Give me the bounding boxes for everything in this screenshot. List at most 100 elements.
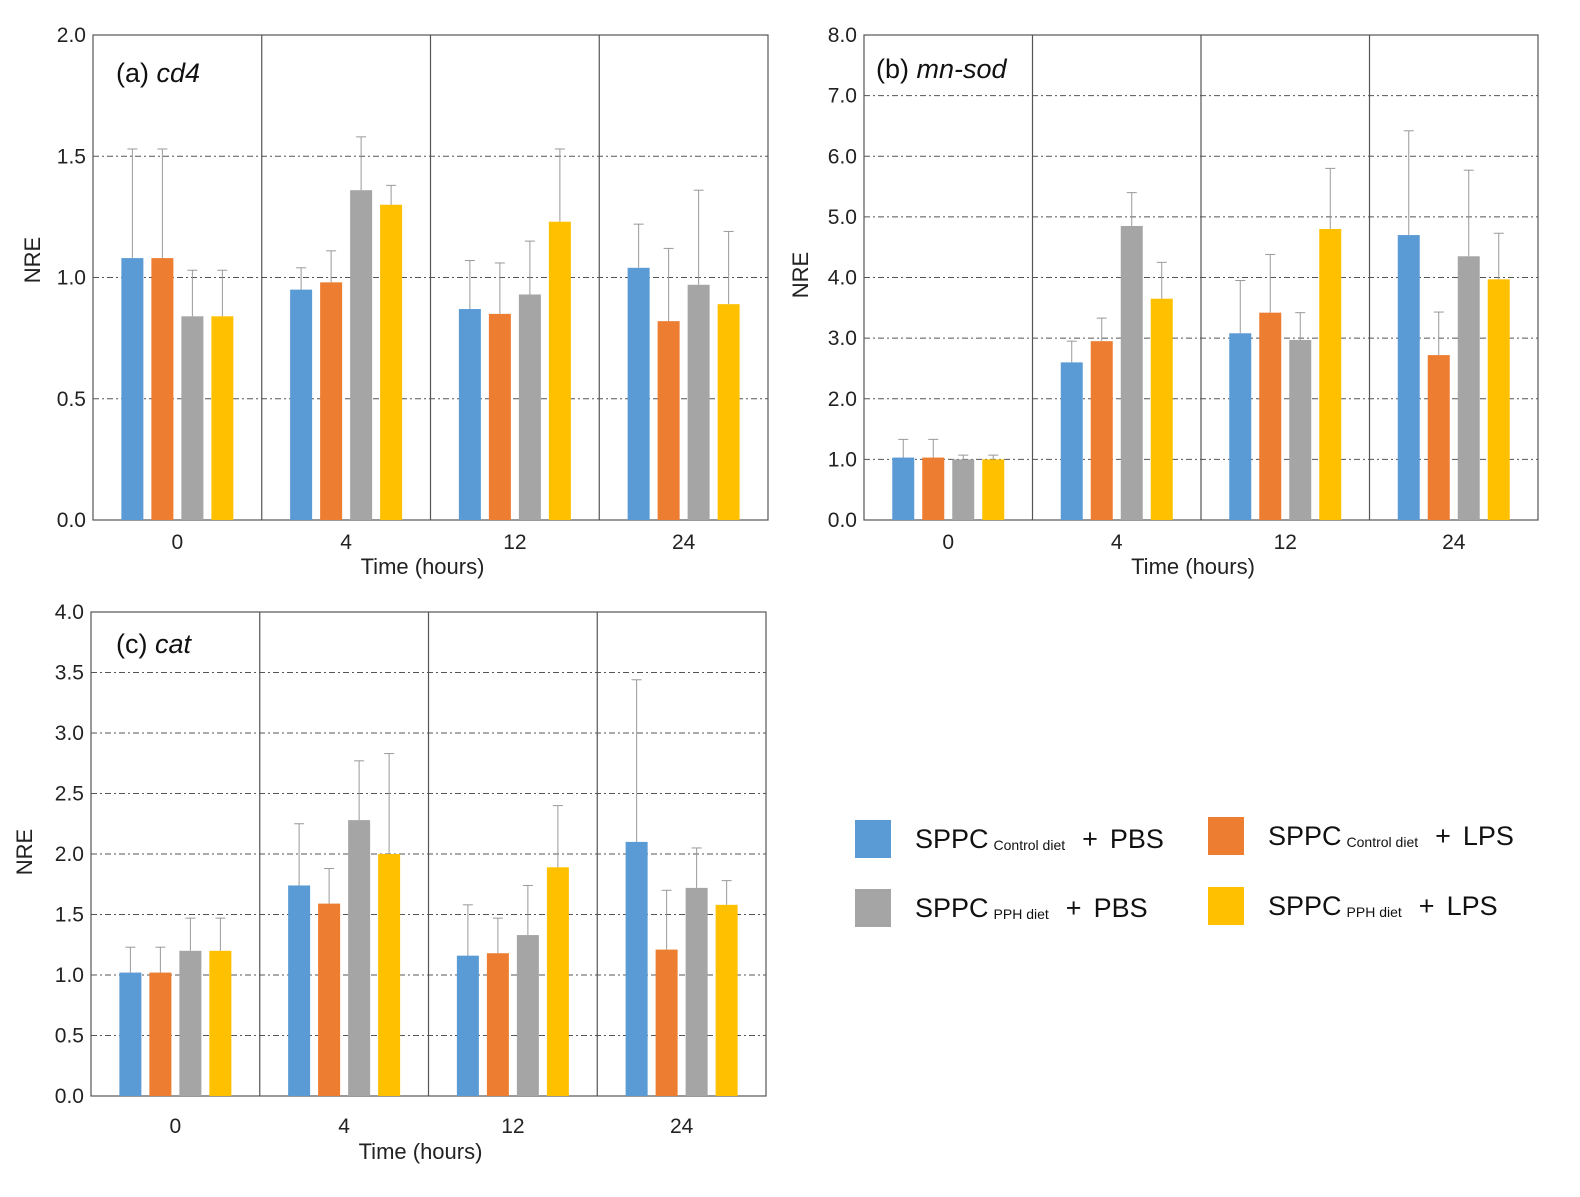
y-tick-label: 1.0 (828, 448, 857, 471)
y-tick-label: 4.0 (55, 601, 84, 624)
x-tick-label: 12 (501, 1115, 524, 1138)
x-tick-label: 4 (338, 1115, 350, 1138)
legend-text-treatment: PBS (1109, 823, 1164, 854)
x-tick-label: 24 (670, 1115, 694, 1138)
bar (211, 316, 234, 520)
x-tick-label: 4 (340, 531, 352, 554)
bar (181, 316, 204, 520)
legend-text-main: SPPC (915, 823, 989, 854)
bar (892, 457, 915, 520)
bar (685, 887, 708, 1096)
x-tick-label: 0 (170, 1115, 182, 1138)
legend-item-pph-pbs: SPPC PPH diet + PBS (855, 889, 1148, 927)
y-tick-label: 4.0 (828, 267, 857, 290)
bar (1487, 279, 1510, 520)
bar (518, 294, 541, 520)
bar (320, 282, 343, 520)
bar (290, 289, 313, 520)
panel-gene: mn-sod (917, 54, 1008, 84)
y-tick-label: 1.0 (55, 964, 84, 987)
y-tick-label: 2.0 (57, 24, 86, 47)
bar (546, 867, 569, 1096)
bar (687, 284, 710, 520)
y-tick-label: 3.0 (828, 327, 857, 350)
legend-item-control-pbs: SPPC Control diet + PBS (855, 820, 1164, 858)
bar (1120, 225, 1143, 520)
y-tick-label: 7.0 (828, 85, 857, 108)
bar (1150, 298, 1173, 520)
bar (1457, 256, 1480, 520)
panel-letter: (c) (116, 629, 155, 659)
legend-text-plus: + (1418, 890, 1435, 921)
x-axis-label: Time (hours) (1131, 554, 1255, 579)
panel-title: (b) mn-sod (876, 54, 1008, 84)
y-tick-label: 0.5 (57, 388, 86, 411)
bar (209, 950, 232, 1096)
y-tick-label: 0.0 (57, 509, 86, 532)
panel-a-cd4: 0.0 0.5 1.0 1.5 2.0 0 4 12 24 Time (hours) NRE (a) … (20, 24, 769, 579)
bar (715, 904, 738, 1096)
bar (378, 854, 401, 1096)
bar (179, 950, 202, 1096)
y-tick-label: 2.0 (55, 843, 84, 866)
x-tick-label: 12 (1274, 531, 1297, 554)
x-tick-label: 24 (1442, 531, 1466, 554)
panel-title: (a) cd4 (116, 58, 200, 88)
y-tick-label: 0.0 (828, 509, 857, 532)
panel-c-cat: 0.0 0.5 1.0 1.5 2.0 2.5 3.0 3.5 4.0 0 4 12 24 Time (h… (12, 601, 767, 1164)
bar (982, 459, 1005, 520)
bar (952, 459, 975, 520)
bar (1397, 235, 1420, 520)
legend-text-plus: + (1082, 823, 1098, 854)
panel-letter: (a) (116, 58, 157, 88)
bar (1090, 341, 1113, 520)
y-tick-label: 1.5 (57, 145, 86, 168)
legend-text-treatment: LPS (1462, 820, 1514, 851)
legend-text-treatment: PBS (1093, 892, 1148, 923)
y-tick-label: 2.0 (828, 388, 857, 411)
bar (350, 190, 373, 520)
panel-b-mn-sod: 0.0 1.0 2.0 3.0 4.0 5.0 6.0 7.0 8.0 0 4 12 24 Time (h… (788, 24, 1539, 579)
panel-gene: cd4 (157, 58, 201, 88)
y-tick-label: 1.5 (55, 904, 84, 927)
legend-text-main: SPPC (915, 892, 989, 923)
x-tick-label: 0 (172, 531, 184, 554)
bar (1319, 229, 1342, 520)
y-tick-label: 8.0 (828, 24, 857, 47)
bar (318, 903, 341, 1096)
legend-text-main: SPPC (1268, 820, 1342, 851)
legend-text-sub: Control diet (1346, 833, 1419, 850)
y-tick-label: 0.5 (55, 1025, 84, 1048)
y-axis-label: NRE (12, 829, 37, 875)
x-tick-label: 4 (1111, 531, 1123, 554)
x-axis-label: Time (hours) (359, 1139, 483, 1164)
bar (1427, 355, 1450, 520)
legend-item-control-lps: SPPC Control diet + LPS (1208, 817, 1514, 855)
bar (1060, 362, 1083, 520)
y-tick-label: 5.0 (828, 206, 857, 229)
legend-swatch-yellow (1208, 887, 1244, 925)
legend-text-plus: + (1435, 820, 1451, 851)
bar (121, 258, 144, 520)
x-tick-label: 0 (942, 531, 954, 554)
x-tick-label: 24 (672, 531, 696, 554)
bar (627, 267, 650, 520)
y-tick-label: 3.5 (55, 662, 84, 685)
bar (516, 935, 539, 1096)
panel-letter: (b) (876, 54, 917, 84)
bar (458, 309, 481, 520)
legend-item-pph-lps: SPPC PPH diet + LPS (1208, 887, 1498, 925)
x-axis-label: Time (hours) (361, 554, 485, 579)
bar (488, 313, 511, 520)
bar (548, 221, 571, 520)
legend-text-sub: PPH diet (1346, 903, 1402, 920)
bar (1259, 312, 1282, 520)
panel-gene: cat (155, 629, 193, 659)
legend-swatch-orange (1208, 817, 1244, 855)
bar (717, 304, 740, 520)
legend-text-plus: + (1065, 892, 1082, 923)
legend-swatch-blue (855, 820, 891, 858)
bar (625, 841, 648, 1096)
bar (380, 204, 403, 520)
